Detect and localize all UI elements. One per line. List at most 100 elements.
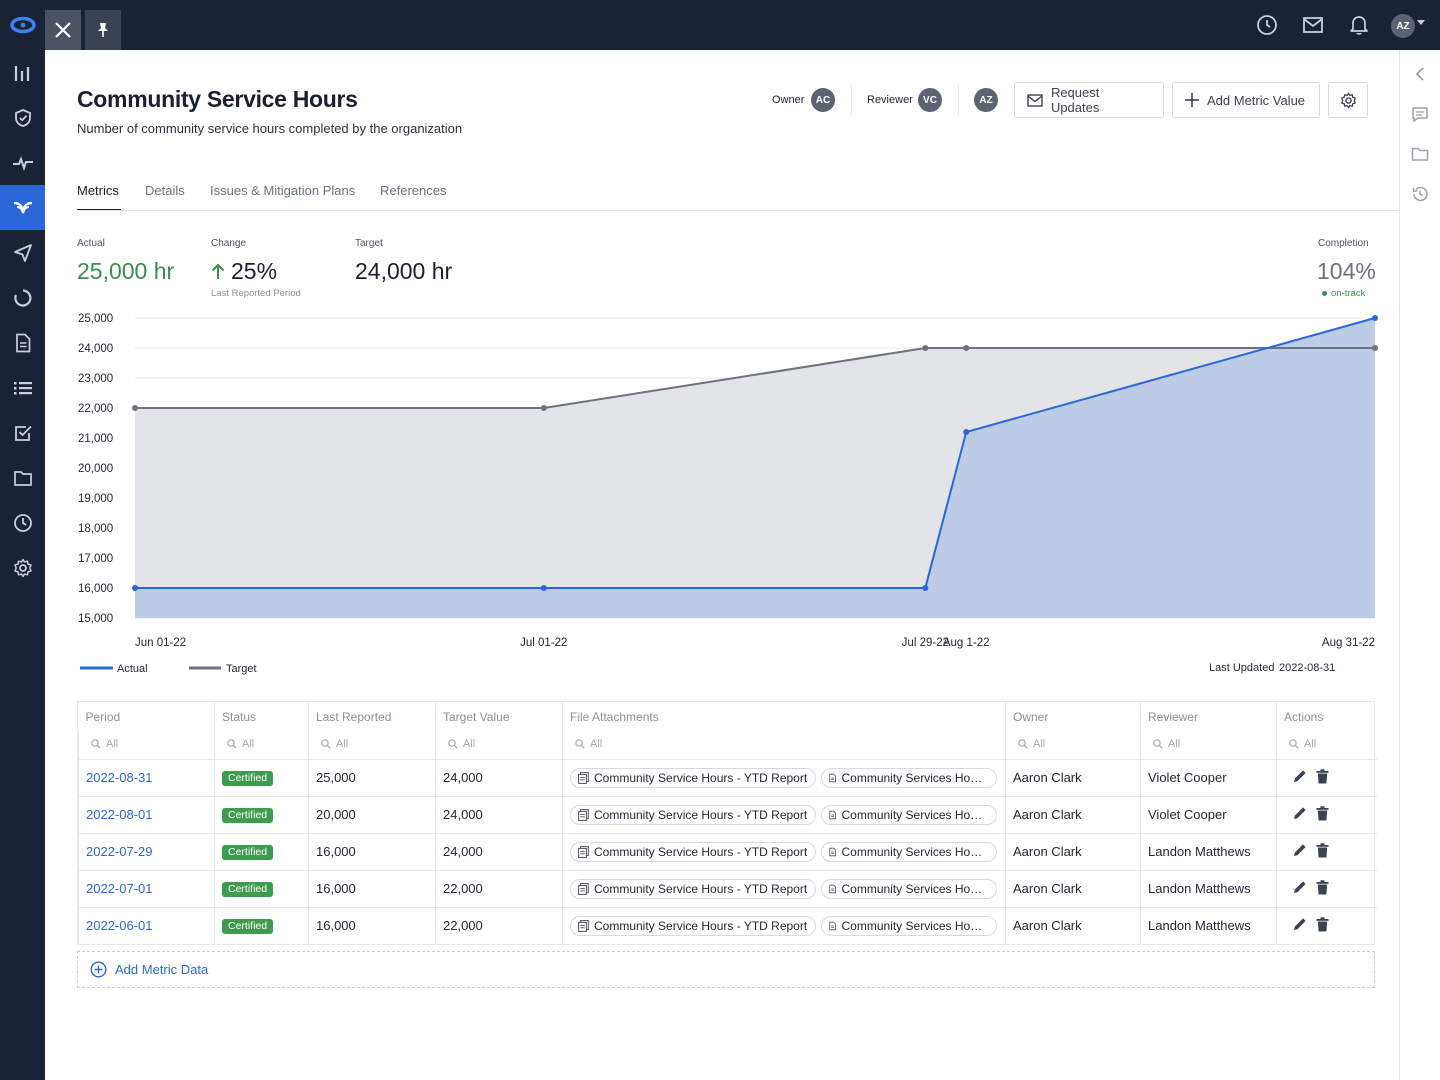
nav-settings[interactable] — [0, 545, 45, 590]
tab-details[interactable]: Details — [145, 183, 185, 198]
period-link[interactable]: 2022-06-01 — [86, 918, 153, 934]
attachment-chip[interactable]: Community Services Hours Summary — [821, 841, 998, 862]
delete-icon[interactable] — [1316, 805, 1329, 821]
tab-metrics[interactable]: Metrics — [77, 183, 121, 211]
nav-list[interactable] — [0, 365, 45, 410]
actual-point[interactable] — [132, 585, 138, 591]
attachment-chip[interactable]: Community Services Hours Summary — [821, 804, 998, 825]
table-row[interactable]: 2022-06-01 Certified 16,000 22,000 Community… — [78, 906, 1377, 944]
target-point[interactable] — [922, 345, 929, 351]
attachment-chip[interactable]: Community Services Hours Summary — [821, 767, 998, 788]
actual-point[interactable] — [1372, 315, 1378, 321]
pin-button[interactable] — [85, 10, 121, 50]
column-filter[interactable]: All — [562, 731, 1006, 760]
attachment-chip[interactable]: Community Service Hours - YTD Report — [570, 878, 817, 899]
attachment-chip[interactable]: Community Services Hours Summary — [821, 878, 998, 899]
mail-button[interactable] — [1301, 13, 1325, 37]
target-point[interactable] — [963, 345, 970, 351]
notifications-button[interactable] — [1347, 13, 1371, 37]
owner-cell: Aaron Clark — [1005, 759, 1141, 796]
attachment-chip[interactable]: Community Service Hours - YTD Report — [570, 767, 817, 788]
nav-tasks[interactable] — [0, 410, 45, 455]
edit-icon[interactable] — [1292, 916, 1308, 932]
column-header[interactable]: Actions — [1276, 702, 1377, 731]
target-point[interactable] — [132, 405, 138, 411]
period-cell[interactable]: 2022-08-01 — [78, 795, 215, 833]
documents-icon — [578, 919, 589, 932]
add-metric-value-button[interactable]: Add Metric Value — [1172, 82, 1320, 118]
request-updates-button[interactable]: Request Updates — [1014, 82, 1164, 118]
period-cell[interactable]: 2022-06-01 — [78, 906, 215, 944]
history-panel-button[interactable] — [1410, 184, 1430, 204]
table-row[interactable]: 2022-07-01 Certified 16,000 22,000 Community… — [78, 869, 1377, 907]
nav-activity[interactable] — [0, 140, 45, 185]
nav-risk[interactable] — [0, 95, 45, 140]
period-cell[interactable]: 2022-08-31 — [78, 759, 215, 796]
tab-references[interactable]: References — [380, 183, 447, 198]
column-header[interactable]: Target Value — [435, 702, 563, 731]
edit-icon[interactable] — [1292, 879, 1308, 895]
delete-icon[interactable] — [1316, 768, 1329, 784]
column-filter[interactable]: All — [308, 731, 436, 760]
page-subtitle: Number of community service hours comple… — [77, 121, 463, 136]
caret-down-icon[interactable] — [1417, 20, 1425, 26]
period-cell[interactable]: 2022-07-29 — [78, 832, 215, 870]
last-updated-label: Last Updated — [1209, 662, 1274, 674]
table-row[interactable]: 2022-08-31 Certified 25,000 24,000 Community… — [78, 759, 1377, 796]
attachment-chip[interactable]: Community Service Hours - YTD Report — [570, 915, 817, 936]
attachment-chip[interactable]: Community Service Hours - YTD Report — [570, 841, 817, 862]
period-cell[interactable]: 2022-07-01 — [78, 869, 215, 907]
reviewer-avatar[interactable]: VC — [918, 88, 942, 112]
column-filter[interactable]: All — [1005, 731, 1141, 760]
column-header[interactable]: Last Reported — [308, 702, 436, 731]
attachment-chip[interactable]: Community Service Hours - YTD Report — [570, 804, 817, 825]
column-filter[interactable]: All — [1140, 731, 1277, 760]
nav-esg[interactable] — [0, 185, 45, 230]
files-button[interactable] — [1410, 144, 1430, 164]
actual-point[interactable] — [540, 585, 547, 591]
delete-icon[interactable] — [1316, 917, 1329, 932]
table-row[interactable]: 2022-08-01 Certified 20,000 24,000 Community… — [78, 795, 1377, 833]
nav-folders[interactable] — [0, 455, 45, 500]
period-link[interactable]: 2022-08-31 — [86, 770, 153, 785]
nav-cycle[interactable] — [0, 275, 45, 320]
column-header[interactable]: Owner — [1005, 702, 1141, 731]
period-link[interactable]: 2022-07-29 — [86, 844, 153, 859]
delete-icon[interactable] — [1316, 879, 1329, 895]
period-link[interactable]: 2022-08-01 — [86, 807, 153, 822]
column-header[interactable]: Status — [214, 702, 309, 731]
column-filter[interactable]: All — [214, 731, 309, 760]
collapse-button[interactable] — [1410, 64, 1430, 84]
settings-button[interactable] — [1328, 82, 1368, 118]
edit-icon[interactable] — [1292, 842, 1308, 858]
table-row[interactable]: 2022-07-29 Certified 16,000 24,000 Community… — [78, 832, 1377, 870]
actual-point[interactable] — [963, 429, 970, 435]
column-filter[interactable]: All — [435, 731, 563, 760]
attachment-chip[interactable]: Community Services Hours Summary — [821, 915, 998, 936]
nav-history[interactable] — [0, 500, 45, 545]
logo-icon[interactable] — [0, 0, 45, 50]
edit-icon[interactable] — [1292, 805, 1308, 821]
close-button[interactable] — [45, 10, 81, 50]
column-header[interactable]: File Attachments — [562, 702, 1006, 731]
owner-avatar[interactable]: AC — [811, 88, 835, 112]
add-metric-data-button[interactable]: Add Metric Data — [77, 951, 1375, 988]
current-user-avatar[interactable]: AZ — [974, 88, 998, 112]
period-link[interactable]: 2022-07-01 — [86, 881, 153, 896]
edit-icon[interactable] — [1292, 768, 1308, 784]
column-filter[interactable]: All — [78, 731, 215, 760]
nav-documents[interactable] — [0, 320, 45, 365]
target-point[interactable] — [1372, 345, 1378, 351]
comments-button[interactable] — [1410, 104, 1430, 124]
target-point[interactable] — [540, 405, 547, 411]
column-header[interactable]: Period — [85, 709, 121, 724]
column-filter[interactable]: All — [1276, 731, 1377, 760]
nav-send[interactable] — [0, 230, 45, 275]
delete-icon[interactable] — [1316, 842, 1329, 858]
tab-issues[interactable]: Issues & Mitigation Plans — [210, 183, 356, 198]
column-header[interactable]: Reviewer — [1140, 702, 1277, 731]
actual-point[interactable] — [922, 585, 929, 591]
user-avatar[interactable]: AZ — [1391, 14, 1415, 38]
history-button[interactable] — [1255, 13, 1279, 37]
nav-dashboard[interactable] — [0, 50, 45, 95]
